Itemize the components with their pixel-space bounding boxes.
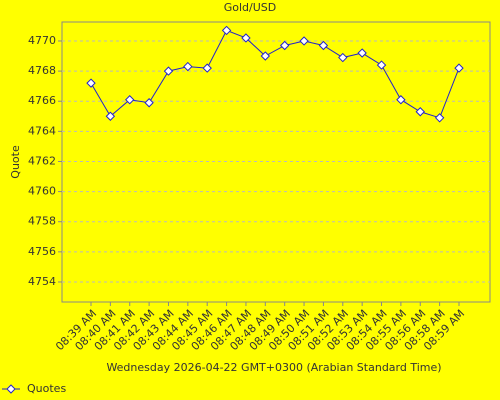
marker (163, 66, 174, 76)
marker (144, 98, 154, 108)
y-tick-label: 4764 (28, 124, 56, 137)
y-tick-label: 4766 (28, 94, 56, 107)
y-tick-label: 4770 (28, 34, 56, 47)
plot-area (61, 21, 491, 303)
marker (357, 48, 367, 58)
marker (434, 113, 445, 123)
marker (376, 60, 387, 70)
marker (279, 40, 290, 51)
marker (221, 25, 232, 36)
y-tick-label: 4768 (28, 64, 56, 77)
marker (125, 95, 135, 105)
marker (318, 40, 329, 51)
y-tick-label: 4760 (28, 185, 56, 198)
y-tick-label: 4754 (28, 275, 56, 288)
marker (105, 111, 116, 121)
marker (241, 33, 251, 43)
line (90, 29, 460, 119)
marker (299, 36, 309, 46)
y-axis-label: Quote (9, 145, 22, 179)
y-tick-label: 4756 (28, 245, 56, 258)
x-axis-label: Wednesday 2026-04-22 GMT+0300 (Arabian S… (106, 361, 441, 374)
legend-label: Quotes (27, 382, 66, 395)
legend-marker (6, 384, 16, 394)
y-tick-label: 4758 (28, 215, 56, 228)
marker (202, 63, 212, 73)
marker (396, 95, 406, 105)
marker (415, 107, 425, 117)
marker (183, 61, 193, 72)
chart-title: Gold/USD (224, 1, 277, 14)
marker (454, 63, 464, 73)
y-tick-label: 4762 (28, 154, 56, 167)
marker (260, 51, 271, 61)
marker (86, 78, 96, 88)
marker (338, 52, 348, 63)
